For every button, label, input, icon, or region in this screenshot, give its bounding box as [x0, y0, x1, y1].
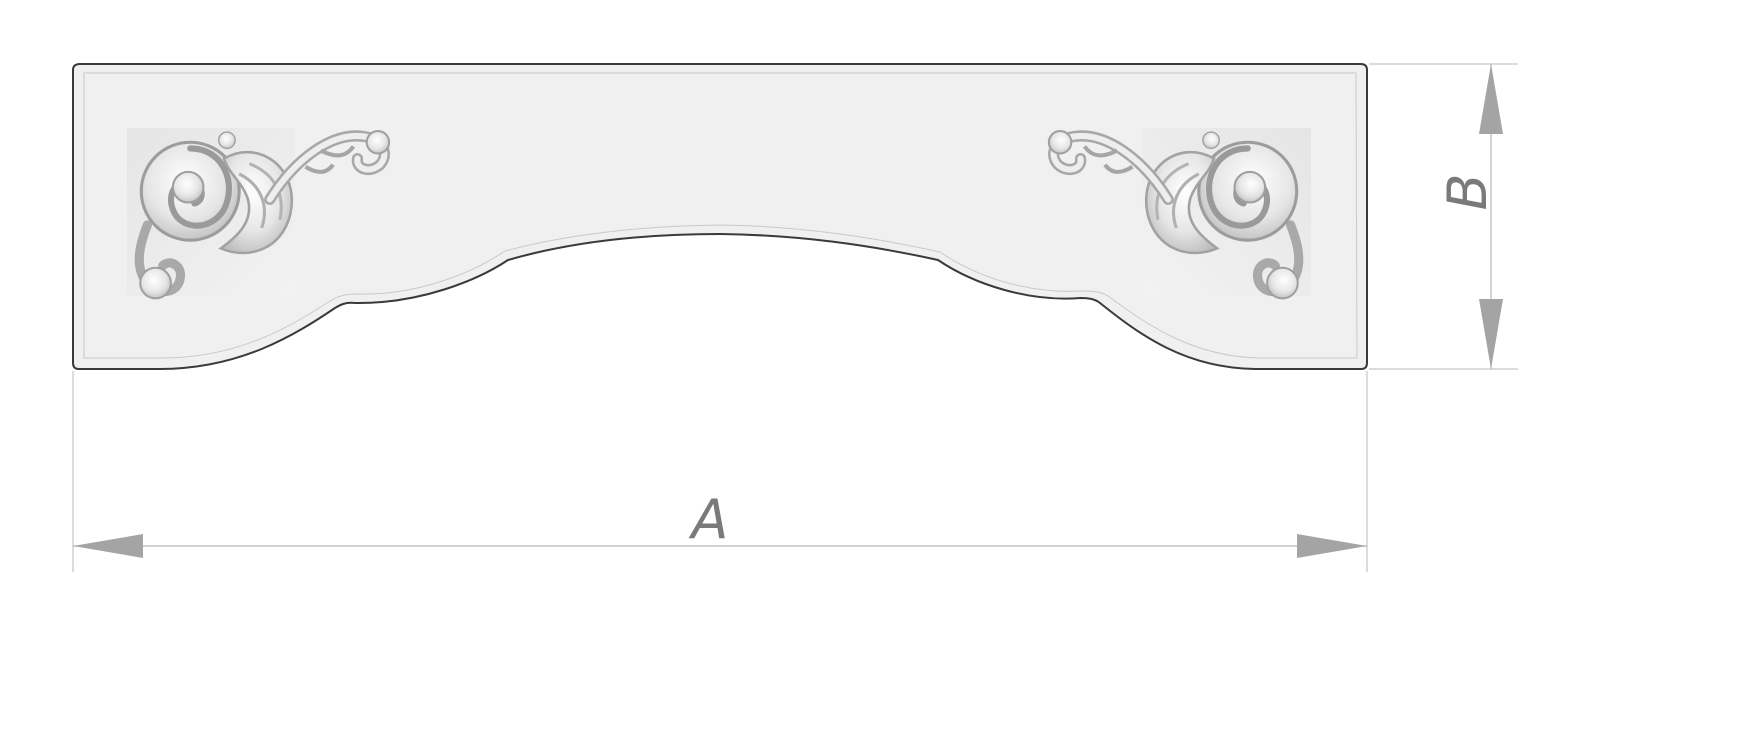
dimension-b-label: B — [1436, 173, 1499, 210]
dimension-b-arrow-top-icon — [1479, 64, 1503, 134]
valance-panel — [72, 63, 1368, 370]
dimension-a-arrow-right-icon — [1297, 534, 1367, 558]
dimension-a-label: A — [689, 488, 729, 551]
dimension-b-arrow-bottom-icon — [1479, 299, 1503, 369]
valance-inner-line — [83, 72, 1358, 359]
dimension-a-arrow-left-icon — [73, 534, 143, 558]
